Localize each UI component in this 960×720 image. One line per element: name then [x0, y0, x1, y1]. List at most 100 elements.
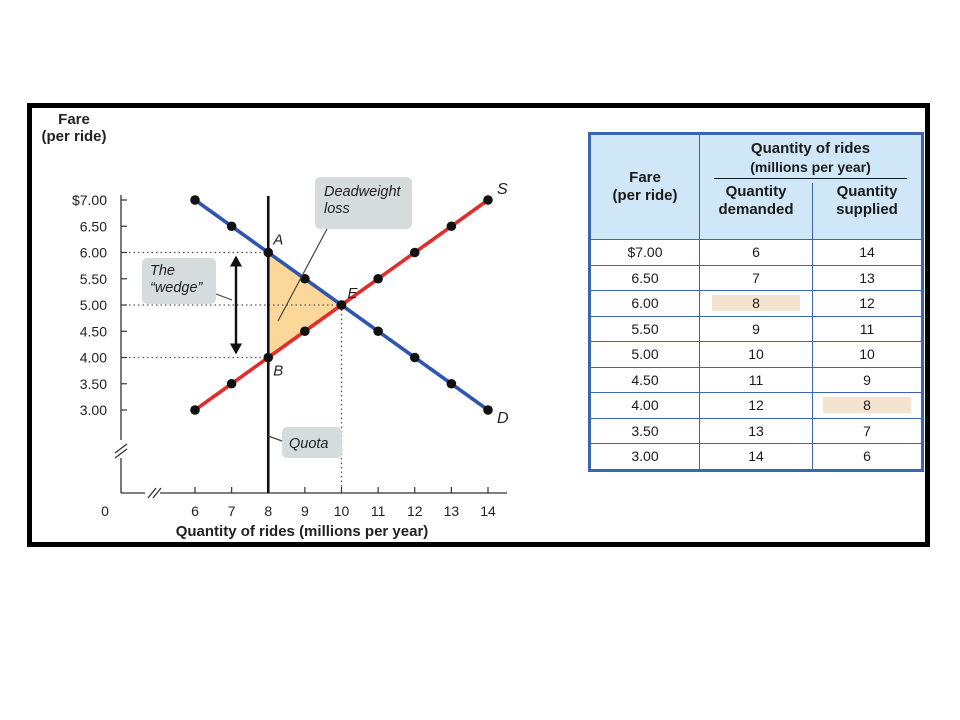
demanded-cell-value: 9 [752, 320, 760, 337]
x-tick-label: 13 [444, 503, 460, 519]
y-tick-label: 5.50 [80, 271, 107, 287]
data-point-D [483, 405, 493, 415]
supplied-cell-value: 10 [859, 346, 875, 363]
y-axis-break [114, 443, 128, 459]
supplied-cell: 9 [812, 366, 923, 393]
x-tick-label: 6 [191, 503, 199, 519]
x-tick-label: 7 [228, 503, 236, 519]
table-row: $7.00 6 14 [589, 239, 923, 266]
demanded-cell-value: 14 [748, 448, 764, 465]
table-row: 5.00 10 10 [589, 341, 923, 368]
table-row: 5.50 9 11 [589, 315, 923, 342]
supplied-cell-value: 11 [859, 320, 875, 337]
fare-cell-value: 5.00 [631, 346, 659, 363]
deadweight-callout-label: Deadweight loss [324, 184, 402, 217]
data-point-S [483, 195, 493, 205]
quota-callout-box [282, 427, 342, 458]
data-point-D [226, 221, 237, 232]
fare-cell-value: 4.50 [631, 371, 659, 388]
fare-cell-value: 6.50 [631, 269, 659, 286]
demanded-cell: 6 [699, 239, 813, 266]
col-demanded-subtitle: demanded [718, 201, 794, 218]
supplied-cell-value: 12 [859, 295, 875, 312]
col-demanded-title: Quantity [725, 183, 787, 200]
data-point-S [409, 247, 420, 258]
group-header-title: Quantity of rides [750, 139, 871, 157]
demanded-cell-value: 12 [748, 397, 764, 414]
group-header-subtitle: (millions per year) [714, 158, 907, 179]
demanded-cell-value: 7 [752, 269, 760, 286]
demanded-cell-value: 13 [748, 422, 764, 439]
figure-frame: $7.00 6.50 6.00 5.50 5.00 4.50 4.00 3.50 3.00 6 7 8… [27, 103, 930, 547]
supplied-cell: 12 [812, 290, 923, 317]
wedge-arrow-up-head [230, 255, 242, 267]
demanded-cell-value: 10 [748, 346, 764, 363]
supplied-cell-value: 9 [863, 371, 871, 388]
table-row: 3.50 13 7 [589, 417, 923, 444]
data-point-S [300, 326, 310, 337]
wedge-arrow-down-head [230, 343, 242, 355]
col-supplied-subtitle: supplied [836, 201, 898, 218]
y-tick-label: 6.50 [80, 218, 107, 234]
supply-demand-chart: $7.00 6.50 6.00 5.50 5.00 4.50 4.00 3.50 3.00 6 7 8… [41, 111, 509, 540]
fare-cell-value: 4.00 [631, 397, 659, 414]
col-fare-title: Fare [629, 169, 661, 186]
fare-quantity-table: Fare (per ride) Quantity of rides (milli… [588, 132, 924, 472]
demanded-cell: 7 [699, 264, 813, 291]
y-tick-label: 5.00 [80, 297, 107, 313]
fare-cell-value: 6.00 [631, 295, 659, 312]
group-header: Quantity of rides (millions per year) [699, 133, 923, 183]
wedge-callout-pointer [215, 293, 233, 301]
quota-callout-label: Quota [289, 436, 329, 452]
x-tick-label: 9 [301, 503, 309, 519]
data-point-S [263, 352, 274, 363]
supplied-cell: 8 [812, 392, 923, 419]
table-row: 3.00 14 6 [589, 443, 923, 471]
demanded-cell: 10 [699, 341, 813, 368]
fare-cell: 4.50 [589, 366, 700, 393]
supplied-cell: 10 [812, 341, 923, 368]
quota-callout-pointer [268, 435, 283, 442]
table-body: $7.00 6 14 6.50 7 13 6.00 8 12 5.50 9 11 5.00 10 10 4.5… [589, 239, 923, 471]
data-point-S [190, 405, 200, 415]
fare-cell: 4.00 [589, 392, 700, 419]
fare-cell: 3.50 [589, 417, 700, 444]
table-row: 4.50 11 9 [589, 366, 923, 393]
fare-cell-value: 5.50 [631, 320, 659, 337]
deadweight-callout-box [315, 177, 412, 229]
point-label-a: A [272, 232, 283, 249]
table-row: 6.00 8 12 [589, 290, 923, 317]
demanded-cell-value: 11 [748, 371, 764, 388]
y-axis-title: Fare (per ride) [41, 111, 106, 145]
x-tick-label: 10 [334, 503, 350, 519]
supplied-cell-value: 13 [859, 269, 875, 286]
supplied-cell-value: 14 [859, 244, 875, 261]
supplied-cell-value: 8 [823, 397, 911, 414]
col-supplied-header: Quantity supplied [812, 183, 923, 240]
series-label-d: D [497, 410, 509, 427]
supplied-cell: 11 [812, 315, 923, 342]
fare-cell: 3.00 [589, 443, 700, 471]
demanded-cell-value: 6 [752, 244, 760, 261]
supplied-cell: 7 [812, 417, 923, 444]
fare-cell-value: $7.00 [627, 244, 663, 261]
demanded-cell-value: 8 [712, 295, 800, 312]
col-fare-header: Fare (per ride) [589, 133, 700, 240]
x-axis-break [147, 487, 162, 499]
supplied-cell: 14 [812, 239, 923, 266]
demanded-cell: 13 [699, 417, 813, 444]
col-fare-subtitle: (per ride) [612, 187, 678, 204]
data-point-D [409, 352, 420, 363]
point-label-b: B [273, 363, 283, 380]
x-tick-label: 12 [407, 503, 423, 519]
y-tick-label: $7.00 [72, 192, 107, 208]
data-point-D [300, 273, 310, 284]
y-tick-label: 4.00 [80, 350, 107, 366]
table-row: 6.50 7 13 [589, 264, 923, 291]
supplied-cell-value: 6 [863, 448, 871, 465]
demanded-cell: 11 [699, 366, 813, 393]
deadweight-callout-pointer [277, 228, 328, 322]
y-tick-label: 3.00 [80, 402, 107, 418]
supplied-cell-value: 7 [863, 422, 871, 439]
col-supplied-title: Quantity [836, 183, 898, 200]
